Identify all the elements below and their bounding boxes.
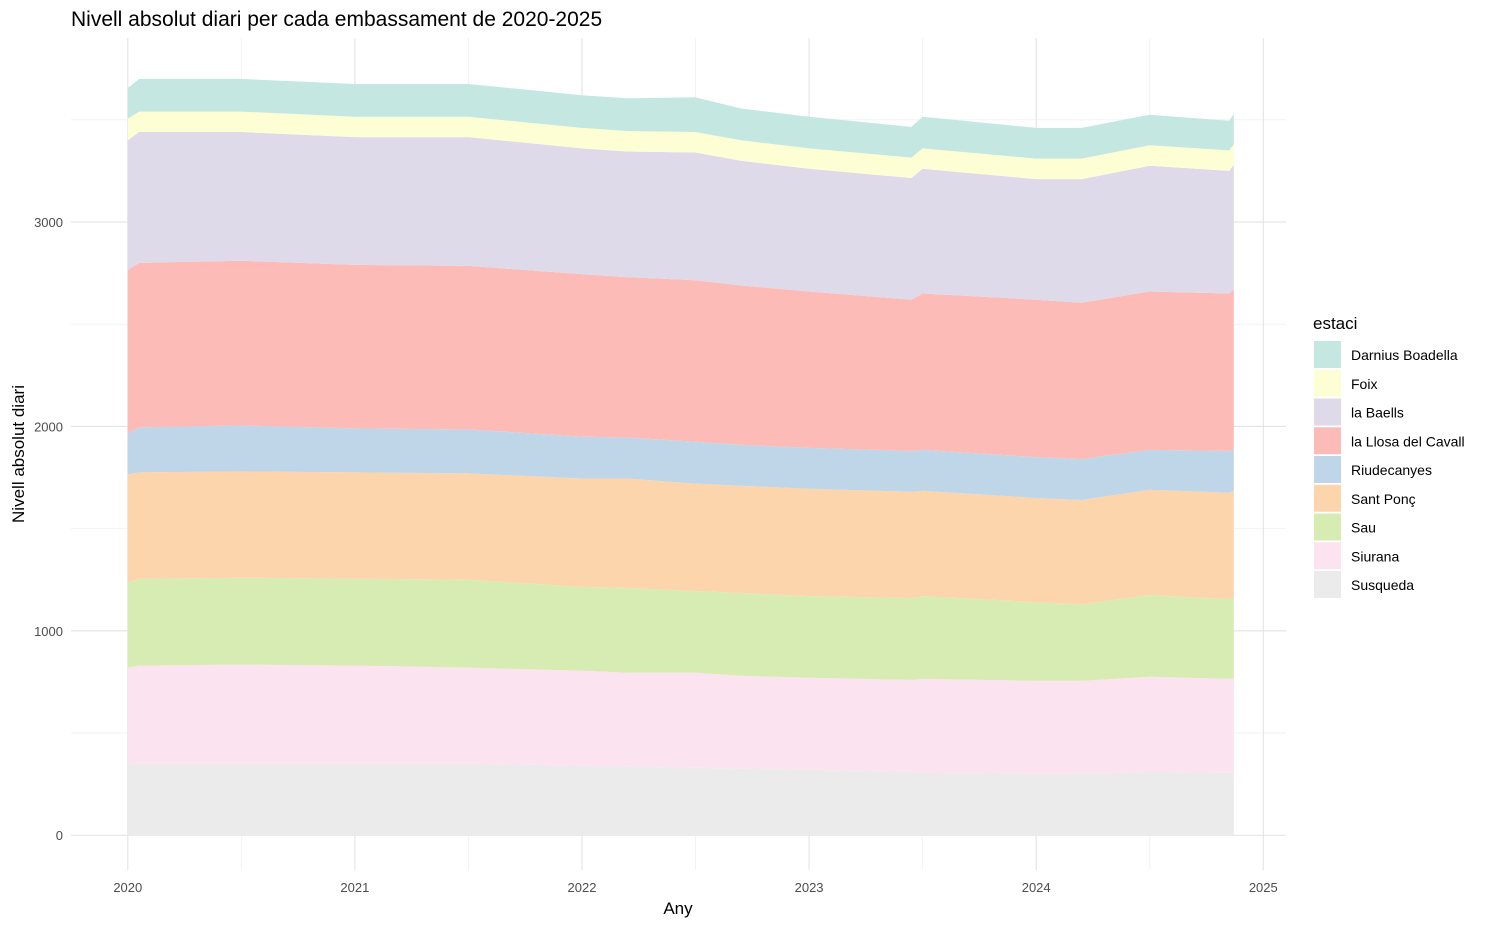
area-sau	[127, 577, 1234, 681]
y-tick-label: 2000	[34, 419, 63, 434]
x-tick-label: 2020	[113, 880, 142, 895]
legend-label-foix: Foix	[1351, 376, 1377, 392]
area-la-llosa-del-cavall	[127, 260, 1234, 460]
legend: estaci Darnius Boadella Foix la Baells la L…	[1313, 314, 1465, 598]
legend-swatch-darnius-boadella	[1314, 341, 1341, 368]
stacked-areas	[127, 78, 1234, 836]
legend-swatch-siurana	[1314, 542, 1341, 570]
legend-label-riudecanyes: Riudecanyes	[1351, 462, 1432, 478]
area-riudecanyes	[127, 425, 1234, 500]
legend-swatch-foix	[1314, 369, 1341, 397]
x-tick-label: 2021	[340, 880, 369, 895]
legend-title: estaci	[1313, 314, 1357, 333]
area-darnius-boadella	[127, 78, 1234, 159]
legend-label-sau: Sau	[1351, 520, 1376, 536]
x-tick-label: 2024	[1022, 880, 1051, 895]
x-tick-label: 2023	[795, 880, 824, 895]
legend-swatch-sant-pon-	[1314, 484, 1341, 512]
x-axis-ticks: 2020 2021 2022 2023 2024 2025	[113, 880, 1277, 895]
area-siurana	[127, 664, 1234, 774]
x-tick-label: 2025	[1249, 880, 1278, 895]
legend-label-siurana: Siurana	[1351, 548, 1399, 564]
legend-label-sant-pon-: Sant Ponç	[1351, 491, 1416, 507]
legend-swatch-sau	[1314, 513, 1341, 541]
legend-label-darnius-boadella: Darnius Boadella	[1351, 347, 1458, 363]
legend-label-la-llosa-del-cavall: la Llosa del Cavall	[1351, 433, 1465, 449]
chart-title: Nivell absolut diari per cada embassamen…	[71, 8, 602, 31]
y-tick-label: 1000	[34, 624, 63, 639]
x-axis-title: Any	[663, 899, 693, 918]
y-axis-title: Nivell absolut diari	[9, 385, 28, 523]
legend-swatch-susqueda	[1314, 571, 1341, 598]
area-foix	[127, 111, 1234, 180]
x-tick-label: 2022	[568, 880, 597, 895]
legend-swatch-riudecanyes	[1314, 456, 1341, 483]
area-sant-pon-	[127, 471, 1234, 605]
y-axis-ticks: 0 1000 2000 3000	[34, 215, 63, 843]
legend-swatch-la-baells	[1314, 398, 1341, 426]
area-susqueda	[127, 763, 1234, 836]
y-tick-label: 3000	[34, 215, 63, 230]
legend-label-susqueda: Susqueda	[1351, 577, 1414, 593]
area-la-baells	[127, 132, 1234, 303]
legend-label-la-baells: la Baells	[1351, 405, 1404, 421]
legend-swatch-la-llosa-del-cavall	[1314, 427, 1341, 455]
y-tick-label: 0	[56, 828, 63, 843]
